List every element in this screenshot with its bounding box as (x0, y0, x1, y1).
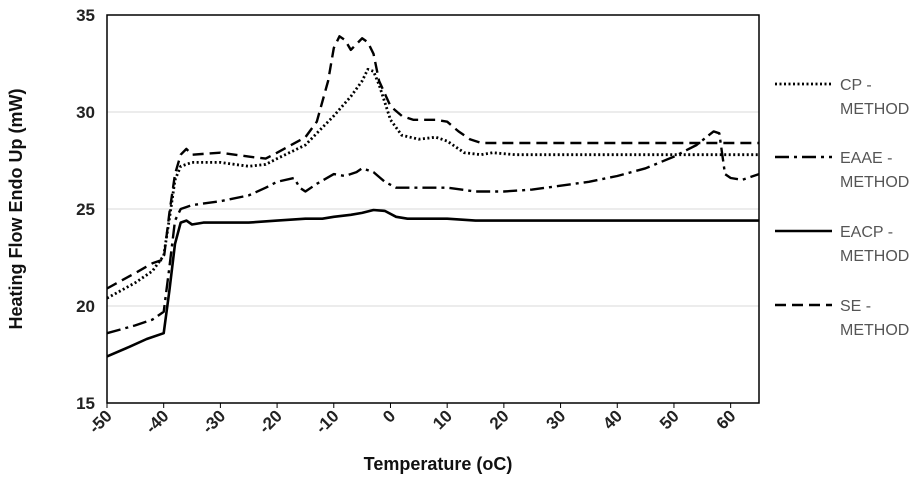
series-line-3 (106, 208, 759, 358)
legend-label: METHOD (840, 322, 909, 339)
plot-area-border (106, 14, 760, 404)
legend-label: METHOD (840, 248, 909, 265)
x-tick-label: 30 (543, 406, 570, 433)
y-axis-ticks: 15 20 25 30 35 (76, 6, 95, 413)
x-tick-label: 50 (656, 406, 683, 433)
x-tick-label: 0 (379, 406, 399, 426)
legend-label: METHOD (840, 174, 909, 191)
series-lines (106, 35, 760, 358)
series-line-4 (106, 35, 759, 290)
legend-label: EAAE - (840, 150, 892, 167)
legend: CP - METHOD EAAE - METHOD EACP - METHOD SE - ME… (775, 77, 909, 339)
x-tick-label: 10 (429, 406, 456, 433)
y-axis-title: Heating Flow Endo Up (mW) (6, 89, 26, 330)
x-tick-label: -10 (312, 406, 343, 437)
legend-item: CP - METHOD (775, 77, 909, 118)
legend-label: METHOD (840, 101, 909, 118)
x-axis-title: Temperature (oC) (364, 454, 513, 474)
legend-item: SE - METHOD (775, 298, 909, 339)
x-tick-label: 40 (599, 406, 626, 433)
gridlines (107, 111, 759, 307)
y-tick-label: 15 (76, 394, 95, 413)
legend-label: EACP - (840, 224, 893, 241)
x-tick-label: -20 (255, 406, 286, 437)
legend-label: CP - (840, 77, 872, 94)
y-tick-label: 30 (76, 103, 95, 122)
series-line-1 (106, 67, 759, 300)
y-tick-label: 35 (76, 6, 95, 25)
y-tick-label: 20 (76, 297, 95, 316)
series-line-2 (106, 130, 760, 335)
x-axis-ticks: -50 -40 -30 -20 -10 0 10 20 30 40 50 60 (85, 403, 739, 437)
y-tick-label: 25 (76, 200, 95, 219)
legend-item: EAAE - METHOD (775, 150, 909, 191)
legend-label: SE - (840, 298, 871, 315)
x-tick-label: -40 (142, 406, 173, 437)
x-tick-label: 60 (713, 406, 740, 433)
x-tick-label: 20 (486, 406, 513, 433)
x-tick-label: -30 (198, 406, 229, 437)
legend-item: EACP - METHOD (775, 224, 909, 265)
